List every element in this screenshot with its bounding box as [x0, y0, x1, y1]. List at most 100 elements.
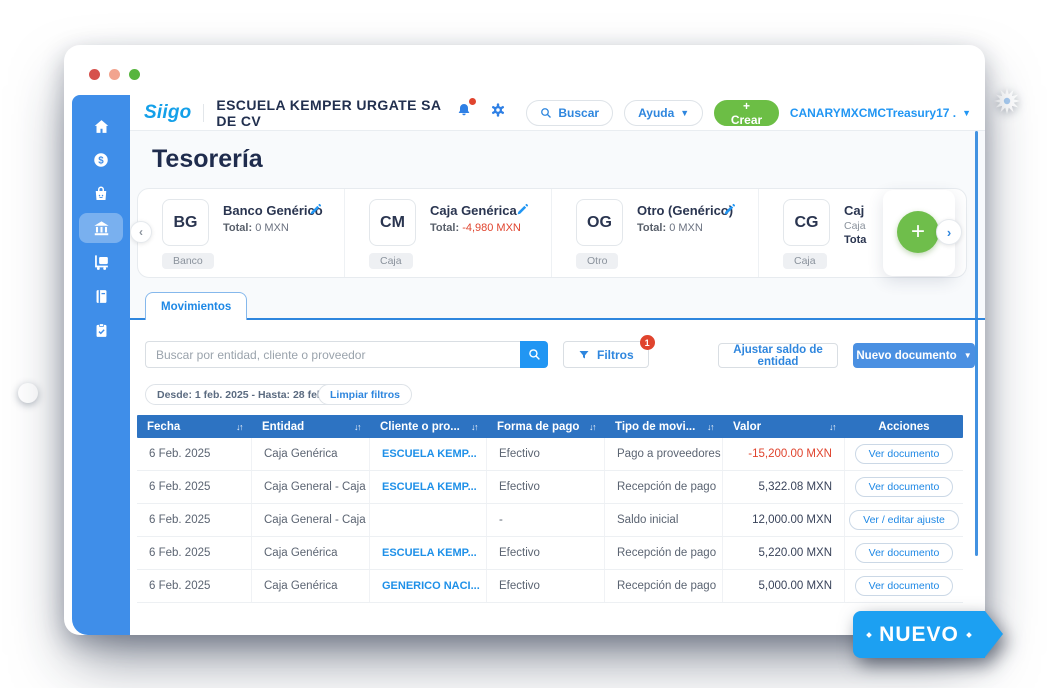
siigo-logo[interactable]: Siigo [144, 101, 192, 123]
sidebar-item-treasury[interactable] [79, 213, 123, 243]
entity-total: Total: 0 MXN [223, 222, 289, 234]
entity-card-otro-generico[interactable]: OG Otro (Genérico) Total: 0 MXN Otro [552, 189, 759, 277]
sort-icon[interactable]: ↓↑ [471, 421, 479, 432]
sort-icon[interactable]: ↓↑ [236, 421, 244, 432]
entity-total: Tota [844, 234, 867, 246]
help-button[interactable]: Ayuda ▼ [624, 99, 704, 126]
hand-truck-icon [94, 254, 108, 270]
sidebar-item-tasks[interactable] [79, 315, 123, 345]
edit-entity-button[interactable] [516, 203, 529, 221]
sidebar-item-logistics[interactable] [79, 247, 123, 277]
cell-fecha: 6 Feb. 2025 [137, 504, 252, 536]
adjust-balance-button[interactable]: Ajustar saldo de entidad [718, 343, 838, 368]
entity-type-tag: Caja [783, 253, 827, 269]
cell-entidad: Caja Genérica [252, 438, 370, 470]
filters-count-badge: 1 [639, 335, 655, 350]
user-account-menu[interactable]: CANARYMXCMCTreasury17 . ▼ [789, 105, 971, 120]
cell-cliente-link[interactable]: ESCUELA KEMP... [370, 537, 487, 569]
new-document-button[interactable]: Nuevo documento ▼ [853, 343, 975, 368]
search-button[interactable]: Buscar [526, 99, 614, 126]
view-document-button[interactable]: Ver documento [854, 477, 954, 497]
svg-text:$: $ [98, 155, 104, 166]
dollar-coin-icon: $ [94, 153, 108, 167]
column-header-fecha[interactable]: Fecha ↓↑ [147, 420, 244, 433]
sort-icon[interactable]: ↓↑ [707, 421, 715, 432]
search-submit-button[interactable] [520, 341, 548, 368]
entity-type-tag: Caja [369, 253, 413, 269]
scrollbar[interactable] [975, 131, 978, 556]
bank-icon [93, 220, 109, 235]
entity-card-caja-generica[interactable]: CM Caja Genérica Total: -4,980 MXN Caja [345, 189, 552, 277]
cell-cliente-link[interactable]: ESCUELA KEMP... [370, 471, 487, 503]
pencil-icon [517, 203, 529, 215]
view-document-button[interactable]: Ver documento [854, 444, 954, 464]
column-header-tipo[interactable]: Tipo de movi... ↓↑ [615, 420, 715, 433]
cell-valor: 5,322.08 MXN [723, 471, 845, 503]
search-input[interactable] [145, 341, 520, 368]
cell-tipo: Pago a proveedores [605, 438, 723, 470]
app-window: $ Siigo ESCUELA KEMPER URGATE SA DE CV [64, 45, 985, 635]
shopping-bag-icon [95, 186, 107, 200]
sort-icon[interactable]: ↓↑ [589, 421, 597, 432]
cards-prev-button[interactable]: ‹ [130, 221, 152, 243]
notifications-button[interactable] [456, 98, 477, 123]
cell-tipo: Recepción de pago [605, 471, 723, 503]
plus-icon: + [910, 218, 925, 245]
sidebar: $ [72, 95, 130, 635]
cell-valor: 12,000.00 MXN [723, 504, 845, 536]
entity-card-banco-generico[interactable]: BG Banco Genérico Total: 0 MXN Banco [138, 189, 345, 277]
cell-fecha: 6 Feb. 2025 [137, 537, 252, 569]
sort-icon[interactable]: ↓↑ [829, 421, 837, 432]
cards-next-button[interactable]: › [936, 219, 962, 245]
sort-icon[interactable]: ↓↑ [354, 421, 362, 432]
ribbon-dot [966, 631, 972, 638]
edit-entity-button[interactable] [309, 203, 322, 221]
window-close-button[interactable] [89, 69, 100, 80]
clear-filters-button[interactable]: Limpiar filtros [318, 384, 413, 405]
add-entity-button[interactable]: + [897, 211, 939, 253]
entity-name: Caja Genérica [430, 203, 517, 218]
cell-tipo: Saldo inicial [605, 504, 723, 536]
window-minimize-button[interactable] [109, 69, 120, 80]
column-header-entidad[interactable]: Entidad ↓↑ [262, 420, 362, 433]
tab-movimientos[interactable]: Movimientos [145, 292, 248, 320]
search-bar [145, 341, 548, 368]
table-row: 6 Feb. 2025 Caja General - Caja ... ESCU… [137, 471, 963, 504]
main-content: Tesorería BG Banco Genérico Total: 0 MXN… [130, 131, 985, 635]
create-button[interactable]: + Crear [714, 99, 779, 127]
column-header-valor[interactable]: Valor ↓↑ [733, 420, 837, 433]
pencil-icon [724, 203, 736, 215]
chevron-down-icon: ▼ [962, 107, 971, 118]
view-document-button[interactable]: Ver documento [854, 576, 954, 596]
sidebar-item-sales[interactable]: $ [79, 145, 123, 175]
sidebar-item-purchases[interactable] [79, 179, 123, 209]
window-maximize-button[interactable] [129, 69, 140, 80]
home-icon [94, 119, 108, 133]
view-edit-adjustment-button[interactable]: Ver / editar ajuste [849, 510, 959, 530]
sidebar-item-accounting[interactable] [79, 281, 123, 311]
filters-button[interactable]: Filtros 1 [563, 335, 655, 368]
search-icon [528, 349, 540, 360]
table-row: 6 Feb. 2025 Caja General - Caja ... - Sa… [137, 504, 963, 537]
nuevo-ribbon: NUEVO [853, 611, 1003, 658]
table-row: 6 Feb. 2025 Caja Genérica ESCUELA KEMP..… [137, 438, 963, 471]
notification-badge [469, 98, 477, 105]
book-icon [96, 289, 106, 303]
column-header-cliente[interactable]: Cliente o pro... ↓↑ [380, 420, 479, 433]
cell-cliente-link[interactable]: GENERICO NACI... [370, 570, 487, 602]
edit-entity-button[interactable] [723, 203, 736, 221]
cell-entidad: Caja General - Caja ... [252, 504, 370, 536]
settings-button[interactable] [490, 102, 506, 123]
bell-icon [459, 104, 470, 116]
cell-valor: 5,000.00 MXN [723, 570, 845, 602]
entity-card-partial[interactable]: CG Caj Caja Tota Caja [759, 189, 966, 277]
entity-type-tag: Otro [576, 253, 619, 269]
column-header-forma-pago[interactable]: Forma de pago ↓↑ [497, 420, 597, 433]
view-document-button[interactable]: Ver documento [854, 543, 954, 563]
movements-table: Fecha ↓↑ Entidad ↓↑ Cliente o pro... ↓↑ For… [137, 415, 963, 603]
entity-avatar: CM [369, 199, 416, 246]
cell-cliente-link[interactable]: ESCUELA KEMP... [370, 438, 487, 470]
entity-cards-panel: BG Banco Genérico Total: 0 MXN Banco CM … [137, 188, 967, 278]
sidebar-item-home[interactable] [79, 111, 123, 141]
